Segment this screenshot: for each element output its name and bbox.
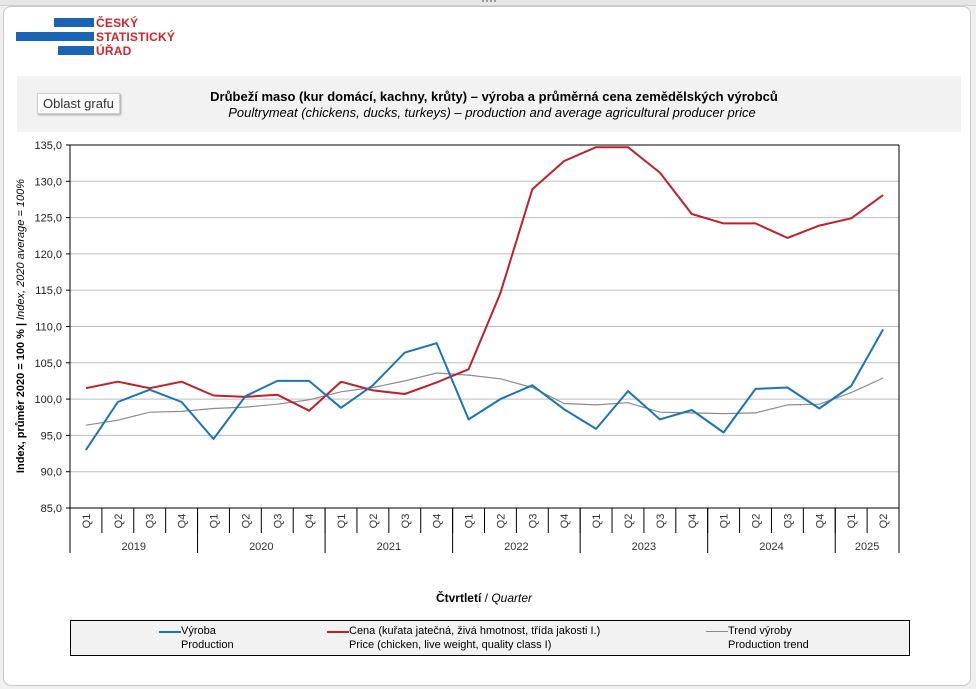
y-tick-label: 90,0 [41, 467, 62, 479]
window-top-bar [0, 0, 976, 6]
chart-title: Drůbeží maso (kur domácí, kachny, krůty)… [210, 89, 778, 104]
csu-logo: ČESKÝ STATISTICKÝ ÚŘAD [16, 16, 186, 60]
logo-text: ČESKÝ [96, 16, 139, 30]
x-tick-label: Q2 [240, 514, 252, 529]
logo-text: STATISTICKÝ [96, 30, 176, 44]
y-tick-label: 115,0 [35, 285, 62, 297]
x-tick-label: Q2 [751, 514, 763, 529]
y-axis-label-cz: Index, průměr 2020 = 100 % | [15, 320, 27, 473]
x-tick-label: Q3 [782, 514, 794, 529]
x-tick-label: Q1 [336, 514, 348, 529]
y-axis-label-en: Index, 2020 average = 100% [15, 179, 27, 320]
y-tick-label: 100,0 [34, 394, 62, 406]
resize-grip[interactable] [482, 0, 496, 5]
legend-label-en: Production [181, 639, 234, 651]
logo-bar [58, 46, 94, 55]
x-tick-label: Q1 [719, 514, 731, 529]
logo-text: ÚŘAD [96, 44, 132, 58]
logo-bar [54, 18, 94, 27]
x-tick-label: Q3 [655, 514, 667, 529]
chart-legend: Výroba Production Cena (kuřata jatečná, … [70, 620, 910, 656]
x-tick-label: Q4 [559, 514, 571, 529]
x-tick-label: Q2 [113, 514, 125, 529]
year-label: 2023 [632, 541, 656, 553]
year-label: 2024 [759, 541, 783, 553]
y-tick-label: 95,0 [41, 430, 62, 442]
x-tick-label: Q2 [623, 514, 635, 529]
series-line-price [85, 146, 884, 412]
y-tick-label: 85,0 [41, 503, 62, 515]
x-tick-label: Q1 [846, 514, 858, 529]
x-tick-label: Q4 [177, 514, 189, 529]
x-tick-label: Q2 [368, 514, 380, 529]
y-tick-label: 105,0 [34, 358, 62, 370]
legend-swatch-production [159, 631, 181, 633]
chart-area-tooltip-button[interactable]: Oblast grafu [37, 93, 120, 114]
year-label: 2022 [504, 541, 528, 553]
year-label: 2025 [855, 541, 879, 553]
chart-title-area [17, 76, 961, 132]
y-tick-label: 130,0 [34, 176, 62, 188]
x-tick-label: Q3 [272, 514, 284, 529]
x-axis-label-en: Quarter [491, 591, 533, 605]
year-label: 2021 [377, 541, 401, 553]
x-tick-label: Q3 [400, 514, 412, 529]
x-tick-label: Q1 [464, 514, 476, 529]
x-axis-label-cz: Čtvrtletí [436, 590, 482, 605]
x-tick-label: Q2 [878, 514, 890, 529]
x-tick-label: Q1 [208, 514, 220, 529]
y-tick-label: 135,0 [34, 140, 62, 152]
year-label: 2019 [122, 541, 146, 553]
legend-label-cz: Cena (kuřata jatečná, živá hmotnost, tří… [349, 625, 601, 637]
x-tick-label: Q3 [145, 514, 157, 529]
x-tick-label: Q4 [304, 514, 316, 529]
x-tick-label: Q1 [591, 514, 603, 529]
legend-label-en: Production trend [728, 639, 809, 651]
x-tick-label: Q4 [814, 514, 826, 529]
y-tick-label: 110,0 [35, 322, 62, 334]
year-label: 2020 [249, 541, 273, 553]
legend-swatch-price [327, 631, 349, 633]
logo-bar [16, 32, 94, 41]
legend-label-cz: Výroba [181, 625, 216, 637]
legend-swatch-trend [706, 631, 728, 632]
series-line-trend [85, 372, 884, 426]
x-tick-label: Q1 [81, 514, 93, 529]
x-tick-label: Q4 [432, 514, 444, 529]
x-tick-label: Q2 [495, 514, 507, 529]
chart-subtitle: Poultrymeat (chickens, ducks, turkeys) –… [228, 105, 756, 120]
x-tick-label: Q3 [527, 514, 539, 529]
y-axis-label: Index, průměr 2020 = 100 % | Index, 2020… [15, 179, 27, 473]
x-axis-label-sep: / [481, 591, 491, 605]
legend-label-cz: Trend výroby [728, 625, 792, 637]
series-line-production [85, 328, 884, 451]
x-tick-label: Q4 [687, 514, 699, 529]
y-tick-label: 125,0 [34, 213, 62, 225]
y-tick-label: 120,0 [34, 249, 62, 261]
x-axis-label: Čtvrtletí / Quarter [436, 590, 533, 605]
legend-label-en: Price (chicken, live weight, quality cla… [349, 639, 552, 651]
